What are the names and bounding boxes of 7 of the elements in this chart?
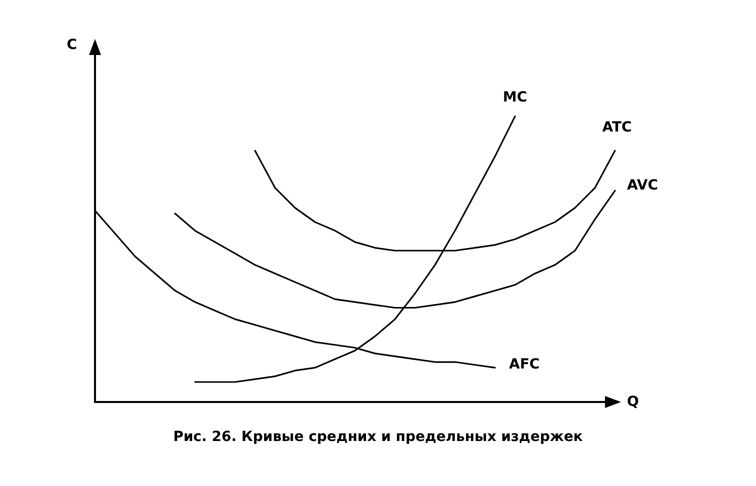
series-label: AFC xyxy=(509,356,540,373)
series-label: ATC xyxy=(602,120,632,136)
x-axis-title: Q xyxy=(627,394,639,410)
series-label: MC xyxy=(502,89,528,106)
text: Рис. 26. Кривые средних и предельных издержек xyxy=(173,429,584,445)
y-axis-title: C xyxy=(66,37,77,53)
series-label: AVC xyxy=(627,178,658,194)
